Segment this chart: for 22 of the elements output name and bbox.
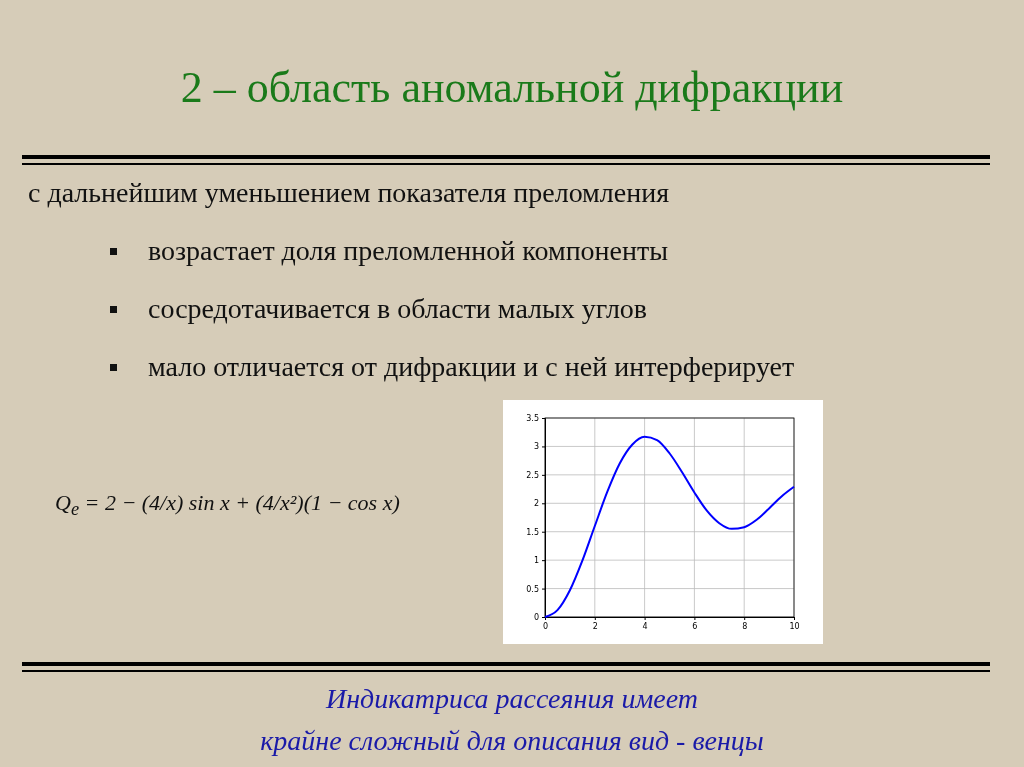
text: крайне сложный для описания вид - венцы — [259, 725, 765, 757]
chart-title: 2 – область аномальной дифракции — [179, 62, 845, 113]
x-tick-label: 6 — [692, 621, 698, 631]
text: Q$_{e}$ = 2 − (4/x) sin x + (4/x²)(1 − cos x) — [55, 490, 400, 521]
x-tick-label: 8 — [742, 621, 748, 631]
y-tick-label: 0.5 — [526, 584, 539, 594]
x-tick-label: 10 — [789, 621, 800, 631]
y-tick-label: 0 — [533, 613, 539, 623]
y-tick-label: 2.5 — [526, 470, 539, 480]
text: Индикатриса рассеяния имеет — [324, 683, 699, 715]
x-tick-label: 0 — [542, 621, 549, 631]
y-tick-label: 3 — [533, 442, 539, 452]
text: возрастает доля преломленной компоненты — [148, 235, 669, 267]
y-tick-label: 1 — [533, 556, 539, 566]
x-tick-label: 4 — [642, 621, 648, 631]
text: сосредотачивается в области малых углов — [148, 293, 648, 325]
text: с дальнейшим уменьшением показателя преломления — [28, 177, 670, 209]
text: мало отличается от дифракции и с ней интерферирует — [148, 351, 795, 383]
y-tick-label: 3.5 — [526, 414, 539, 424]
y-tick-label: 2 — [533, 499, 539, 509]
y-tick-label: 1.5 — [526, 527, 539, 537]
x-tick-label: 2 — [592, 621, 598, 631]
